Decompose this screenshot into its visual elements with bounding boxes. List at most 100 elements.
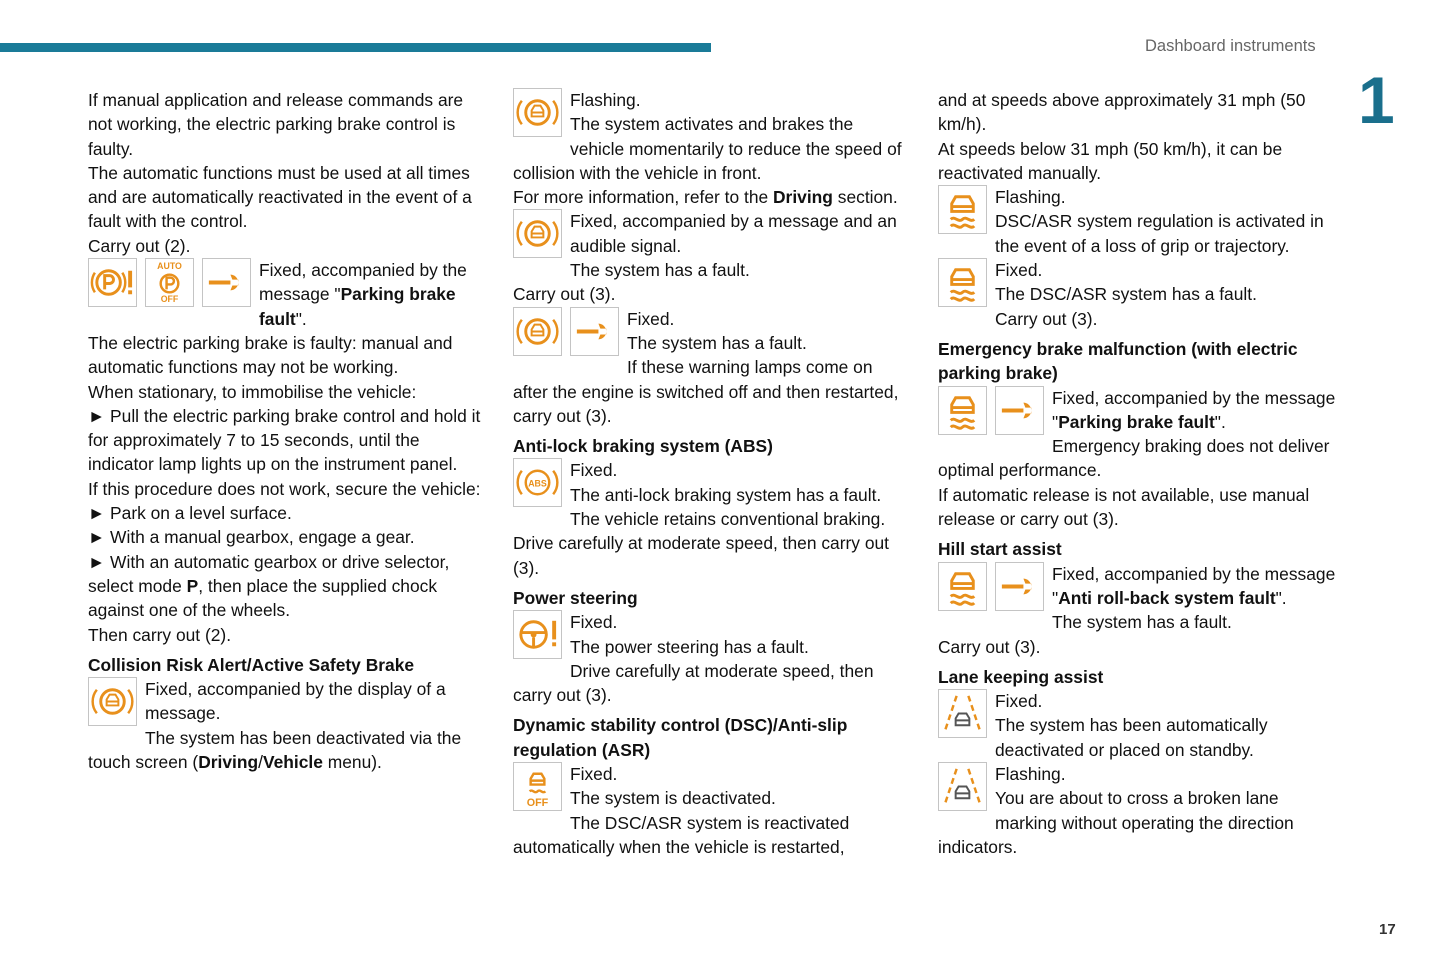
paragraph: Flashing. — [995, 187, 1066, 208]
paragraph: Carry out (3). — [513, 284, 616, 305]
paragraph: If these warning lamps come on after the… — [513, 357, 899, 426]
icon — [939, 763, 986, 810]
text: menu). — [322, 752, 382, 773]
paragraph: Fixed, accompanied by the message "Anti … — [938, 562, 1336, 611]
column: and at speeds above approximately 31 mph… — [938, 88, 1336, 859]
paragraph: Drive carefully at moderate speed, then … — [513, 533, 890, 578]
heading: Lane keeping assist — [938, 666, 1104, 687]
warning-icon — [513, 610, 562, 660]
paragraph: Fixed. — [570, 612, 618, 633]
text: Driving — [773, 187, 833, 208]
paragraph: Fixed. — [627, 308, 675, 329]
icon — [939, 387, 986, 434]
text: section. — [832, 187, 898, 208]
text: ". — [1214, 411, 1226, 432]
paragraph: Flashing. — [995, 764, 1066, 785]
text: Anti roll-back system fault — [1058, 587, 1276, 608]
paragraph: The system has a fault. — [570, 260, 750, 281]
paragraph: The DSC/ASR system is reactivated automa… — [513, 812, 850, 857]
icon-label: AUTO — [157, 261, 182, 271]
paragraph: The anti-lock braking system has a fault… — [570, 484, 882, 505]
paragraph: Emergency braking does not deliver optim… — [938, 436, 1330, 481]
bullet: ► With an automatic gearbox or drive sel… — [88, 550, 486, 623]
bullet: ► With a manual gearbox, engage a gear. — [88, 527, 415, 548]
paragraph: Carry out (2). — [88, 235, 191, 256]
text: ► With an automatic gearbox or drive sel… — [88, 551, 450, 596]
icon — [514, 210, 561, 257]
text: Parking brake fault — [1058, 411, 1215, 432]
paragraph: Fixed. — [570, 764, 618, 785]
page-number: 17 — [1379, 921, 1396, 938]
warning-icon — [938, 385, 987, 435]
warning-icon — [995, 385, 1044, 435]
paragraph: Carry out (3). — [938, 636, 1041, 657]
paragraph: Fixed, accompanied by a message and an a… — [570, 211, 897, 256]
heading: Power steering — [513, 587, 638, 608]
paragraph: The system is deactivated. — [570, 788, 776, 809]
paragraph: Fixed, accompanied by the display of a m… — [145, 679, 446, 724]
paragraph: The power steering has a fault. — [570, 636, 809, 657]
text: P — [186, 575, 199, 596]
paragraph: The system has been deactivated via the … — [88, 726, 486, 775]
paragraph: Carry out (3). — [995, 308, 1098, 329]
heading: Emergency brake malfunction (with electr… — [938, 338, 1298, 384]
icon — [514, 611, 561, 658]
paragraph: and at speeds above approximately 31 mph… — [938, 90, 1306, 135]
heading: Collision Risk Alert/Active Safety Brake — [88, 654, 415, 675]
text: / — [258, 752, 263, 773]
warning-icon — [938, 762, 987, 812]
text: Fixed, accompanied by the message " — [1052, 387, 1336, 432]
paragraph: At speeds below 31 mph (50 km/h), it can… — [938, 138, 1283, 183]
warning-icon: OFF — [513, 762, 562, 812]
warning-icon — [938, 689, 987, 739]
warning-icon — [570, 306, 619, 356]
heading: Hill start assist — [938, 539, 1062, 560]
header-title: Dashboard instruments — [1145, 37, 1316, 55]
warning-icon — [995, 561, 1044, 611]
warning-icon — [513, 88, 562, 137]
paragraph: Then carry out (2). — [88, 624, 232, 645]
paragraph: The electric parking brake is faulty: ma… — [88, 332, 453, 378]
icon — [571, 308, 618, 355]
paragraph: The vehicle retains conventional braking… — [570, 509, 886, 530]
heading: Dynamic stability control (DSC)/Anti-sli… — [513, 715, 848, 760]
warning-icon: ABS — [513, 458, 562, 508]
paragraph: Drive carefully at moderate speed, then … — [513, 660, 874, 706]
paragraph: If automatic release is not available, u… — [938, 484, 1310, 530]
paragraph: If manual application and release comman… — [88, 90, 464, 159]
paragraph: Fixed. — [995, 260, 1043, 281]
bullet: ► Park on a level surface. — [88, 503, 292, 524]
text: Vehicle — [262, 752, 323, 773]
icon — [89, 678, 136, 725]
warning-icon — [938, 185, 987, 235]
warning-icon — [88, 258, 137, 308]
icon — [203, 259, 250, 306]
icon-label: ABS — [528, 479, 547, 489]
icon-label: OFF — [161, 294, 179, 304]
icon — [939, 690, 986, 737]
text: Fixed, accompanied by the message " — [1052, 563, 1336, 608]
text: For more information, refer to the — [513, 187, 773, 208]
text: Driving — [198, 752, 259, 773]
bullet: ► Pull the electric parking brake contro… — [88, 405, 481, 475]
icon — [89, 259, 136, 306]
text: The system has been deactivated via the … — [88, 727, 462, 773]
icon — [996, 387, 1043, 434]
icon: OFF — [527, 772, 549, 809]
icon — [939, 259, 986, 306]
paragraph: You are about to cross a broken lane mar… — [938, 788, 1294, 857]
paragraph: When stationary, to immobilise the vehic… — [88, 381, 417, 402]
paragraph: The system has a fault. — [1052, 612, 1232, 633]
text: Fixed, accompanied by the message " — [259, 260, 467, 305]
column: Flashing. The system activates and brake… — [513, 88, 911, 859]
paragraph: The automatic functions must be used at … — [88, 162, 472, 232]
chapter-number: 1 — [1358, 63, 1395, 137]
paragraph: Flashing. — [570, 90, 641, 110]
text: ". — [295, 308, 307, 329]
text: Parking brake fault — [259, 284, 456, 329]
paragraph: Fixed, accompanied by the message "Parki… — [88, 258, 486, 331]
paragraph: Fixed. — [995, 691, 1043, 712]
warning-icon — [938, 258, 987, 308]
warning-icon — [513, 306, 562, 356]
